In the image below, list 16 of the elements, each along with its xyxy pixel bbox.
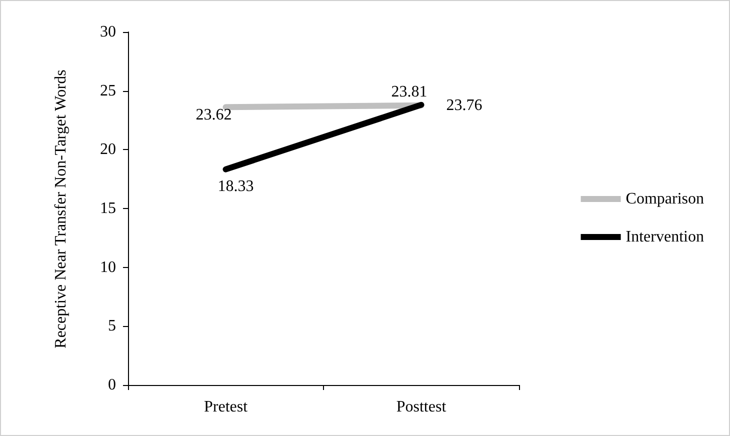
y-axis-title: Receptive Near Transfer Non-Target Words bbox=[52, 70, 70, 348]
y-tick-label: 0 bbox=[108, 376, 116, 394]
y-tick-label: 15 bbox=[100, 200, 116, 217]
y-tick-label: 10 bbox=[100, 258, 116, 276]
data-label: 18.33 bbox=[218, 178, 254, 195]
y-tick-label: 5 bbox=[108, 318, 116, 335]
x-tick-label: Posttest bbox=[396, 398, 447, 416]
data-label: 23.81 bbox=[391, 83, 428, 100]
y-tick-label: 30 bbox=[100, 24, 116, 40]
data-label: 23.76 bbox=[446, 96, 482, 114]
y-tick-label: 20 bbox=[100, 141, 116, 158]
y-tick-label: 25 bbox=[100, 82, 116, 100]
legend-label: Intervention bbox=[626, 228, 704, 246]
data-label: 23.62 bbox=[196, 106, 232, 124]
legend-label: Comparison bbox=[626, 190, 704, 208]
x-tick-label: Pretest bbox=[204, 398, 248, 416]
